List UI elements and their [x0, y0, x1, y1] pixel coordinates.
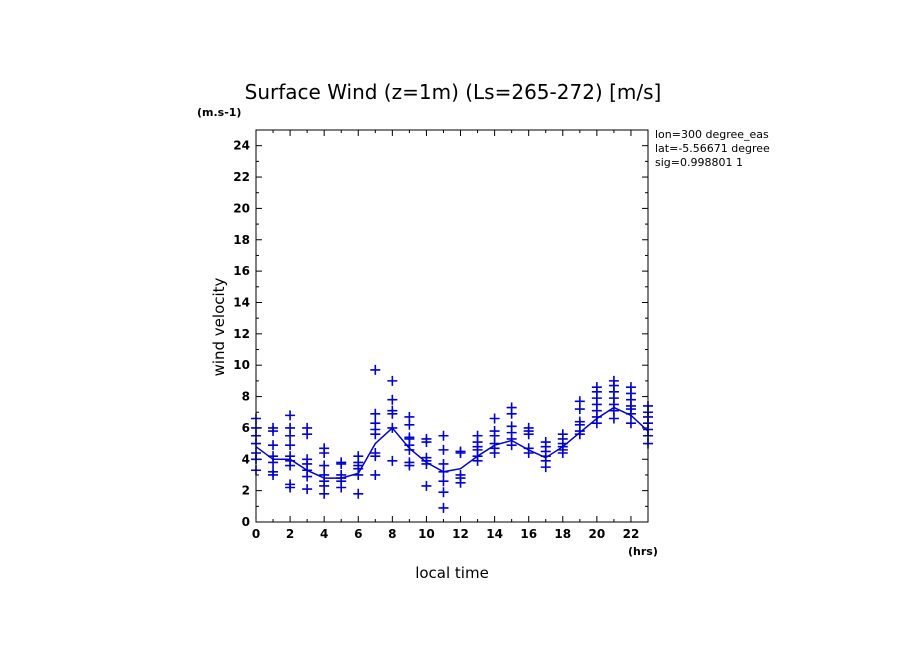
y-tick-label: 6: [242, 421, 250, 435]
data-point-plus: [523, 429, 534, 440]
data-point-plus: [387, 455, 398, 466]
data-point-plus: [438, 466, 449, 477]
data-point-plus: [370, 469, 381, 480]
data-point-plus: [574, 429, 585, 440]
y-axis-label: wind velocity: [210, 277, 228, 376]
y-tick-label: 12: [233, 327, 250, 341]
y-tick-label: 0: [242, 515, 250, 529]
data-point-plus: [285, 460, 296, 471]
chart-title: Surface Wind (z=1m) (Ls=265-272) [m/s]: [245, 80, 662, 104]
data-point-plus: [540, 462, 551, 473]
annotation-lon: lon=300 degree_eas: [655, 128, 769, 141]
data-point-plus: [506, 440, 517, 451]
x-tick-label: 6: [354, 527, 362, 541]
x-tick-label: 2: [286, 527, 294, 541]
data-point-plus: [370, 364, 381, 375]
x-tick-label: 8: [388, 527, 396, 541]
data-point-plus: [404, 419, 415, 430]
data-point-plus: [574, 404, 585, 415]
data-point-plus: [421, 480, 432, 491]
data-point-plus: [336, 458, 347, 469]
data-point-plus: [302, 484, 313, 495]
data-point-plus: [319, 448, 330, 459]
data-point-plus: [438, 487, 449, 498]
x-axis-label: local time: [415, 564, 489, 582]
data-point-plus: [455, 448, 466, 459]
y-tick-label: 8: [242, 390, 250, 404]
data-point-plus: [438, 502, 449, 513]
data-point-plus: [353, 469, 364, 480]
data-point-plus: [625, 418, 636, 429]
y-tick-label: 24: [233, 139, 250, 153]
x-tick-label: 18: [554, 527, 571, 541]
data-point-plus: [608, 413, 619, 424]
data-point-plus: [353, 488, 364, 499]
data-point-plus: [489, 413, 500, 424]
data-point-plus: [523, 448, 534, 459]
data-layer: [251, 364, 653, 513]
data-point-plus: [387, 422, 398, 433]
y-tick-label: 10: [233, 358, 250, 372]
data-point-plus: [387, 394, 398, 405]
data-point-plus: [438, 444, 449, 455]
data-point-plus: [591, 418, 602, 429]
y-tick-label: 2: [242, 484, 250, 498]
data-point-plus: [489, 448, 500, 459]
data-point-plus: [370, 429, 381, 440]
data-point-plus: [421, 458, 432, 469]
x-tick-label: 16: [520, 527, 537, 541]
data-point-plus: [336, 482, 347, 493]
mean-wind-line: [255, 406, 649, 479]
data-point-plus: [285, 482, 296, 493]
data-point-plus: [319, 488, 330, 499]
data-point-plus: [472, 455, 483, 466]
data-point-plus: [268, 469, 279, 480]
data-point-plus: [285, 430, 296, 441]
data-point-plus: [302, 471, 313, 482]
x-tick-label: 10: [418, 527, 435, 541]
data-point-plus: [285, 440, 296, 451]
x-tick-label: 4: [320, 527, 328, 541]
x-tick-label: 0: [252, 527, 260, 541]
data-point-plus: [404, 444, 415, 455]
data-point-plus: [387, 375, 398, 386]
x-tick-label: 14: [486, 527, 503, 541]
annotation-sig: sig=0.998801 1: [655, 156, 743, 169]
y-tick-label: 22: [233, 170, 250, 184]
data-point-plus: [370, 451, 381, 462]
data-point-plus: [268, 440, 279, 451]
y-tick-label: 20: [233, 201, 250, 215]
data-point-plus: [302, 429, 313, 440]
data-point-plus: [506, 408, 517, 419]
data-point-plus: [455, 477, 466, 488]
data-point-plus: [285, 410, 296, 421]
data-point-plus: [268, 457, 279, 468]
data-point-plus: [557, 448, 568, 459]
x-tick-label: 12: [452, 527, 469, 541]
data-point-plus: [404, 460, 415, 471]
y-tick-label: 16: [233, 264, 250, 278]
data-point-plus: [421, 437, 432, 448]
data-point-plus: [268, 426, 279, 437]
data-point-plus: [625, 408, 636, 419]
plot-frame: [255, 129, 649, 523]
data-point-plus: [370, 408, 381, 419]
x-axis-unit: (hrs): [628, 545, 658, 558]
data-point-plus: [438, 476, 449, 487]
y-axis-unit: (m.s-1): [197, 106, 241, 119]
x-tick-label: 20: [589, 527, 606, 541]
data-point-plus: [387, 408, 398, 419]
data-point-plus: [438, 430, 449, 441]
y-tick-label: 18: [233, 233, 250, 247]
y-tick-label: 4: [242, 452, 250, 466]
data-point-plus: [319, 460, 330, 471]
y-tick-label: 14: [233, 295, 250, 309]
x-tick-label: 22: [623, 527, 640, 541]
annotation-lat: lat=-5.56671 degree: [655, 142, 770, 155]
